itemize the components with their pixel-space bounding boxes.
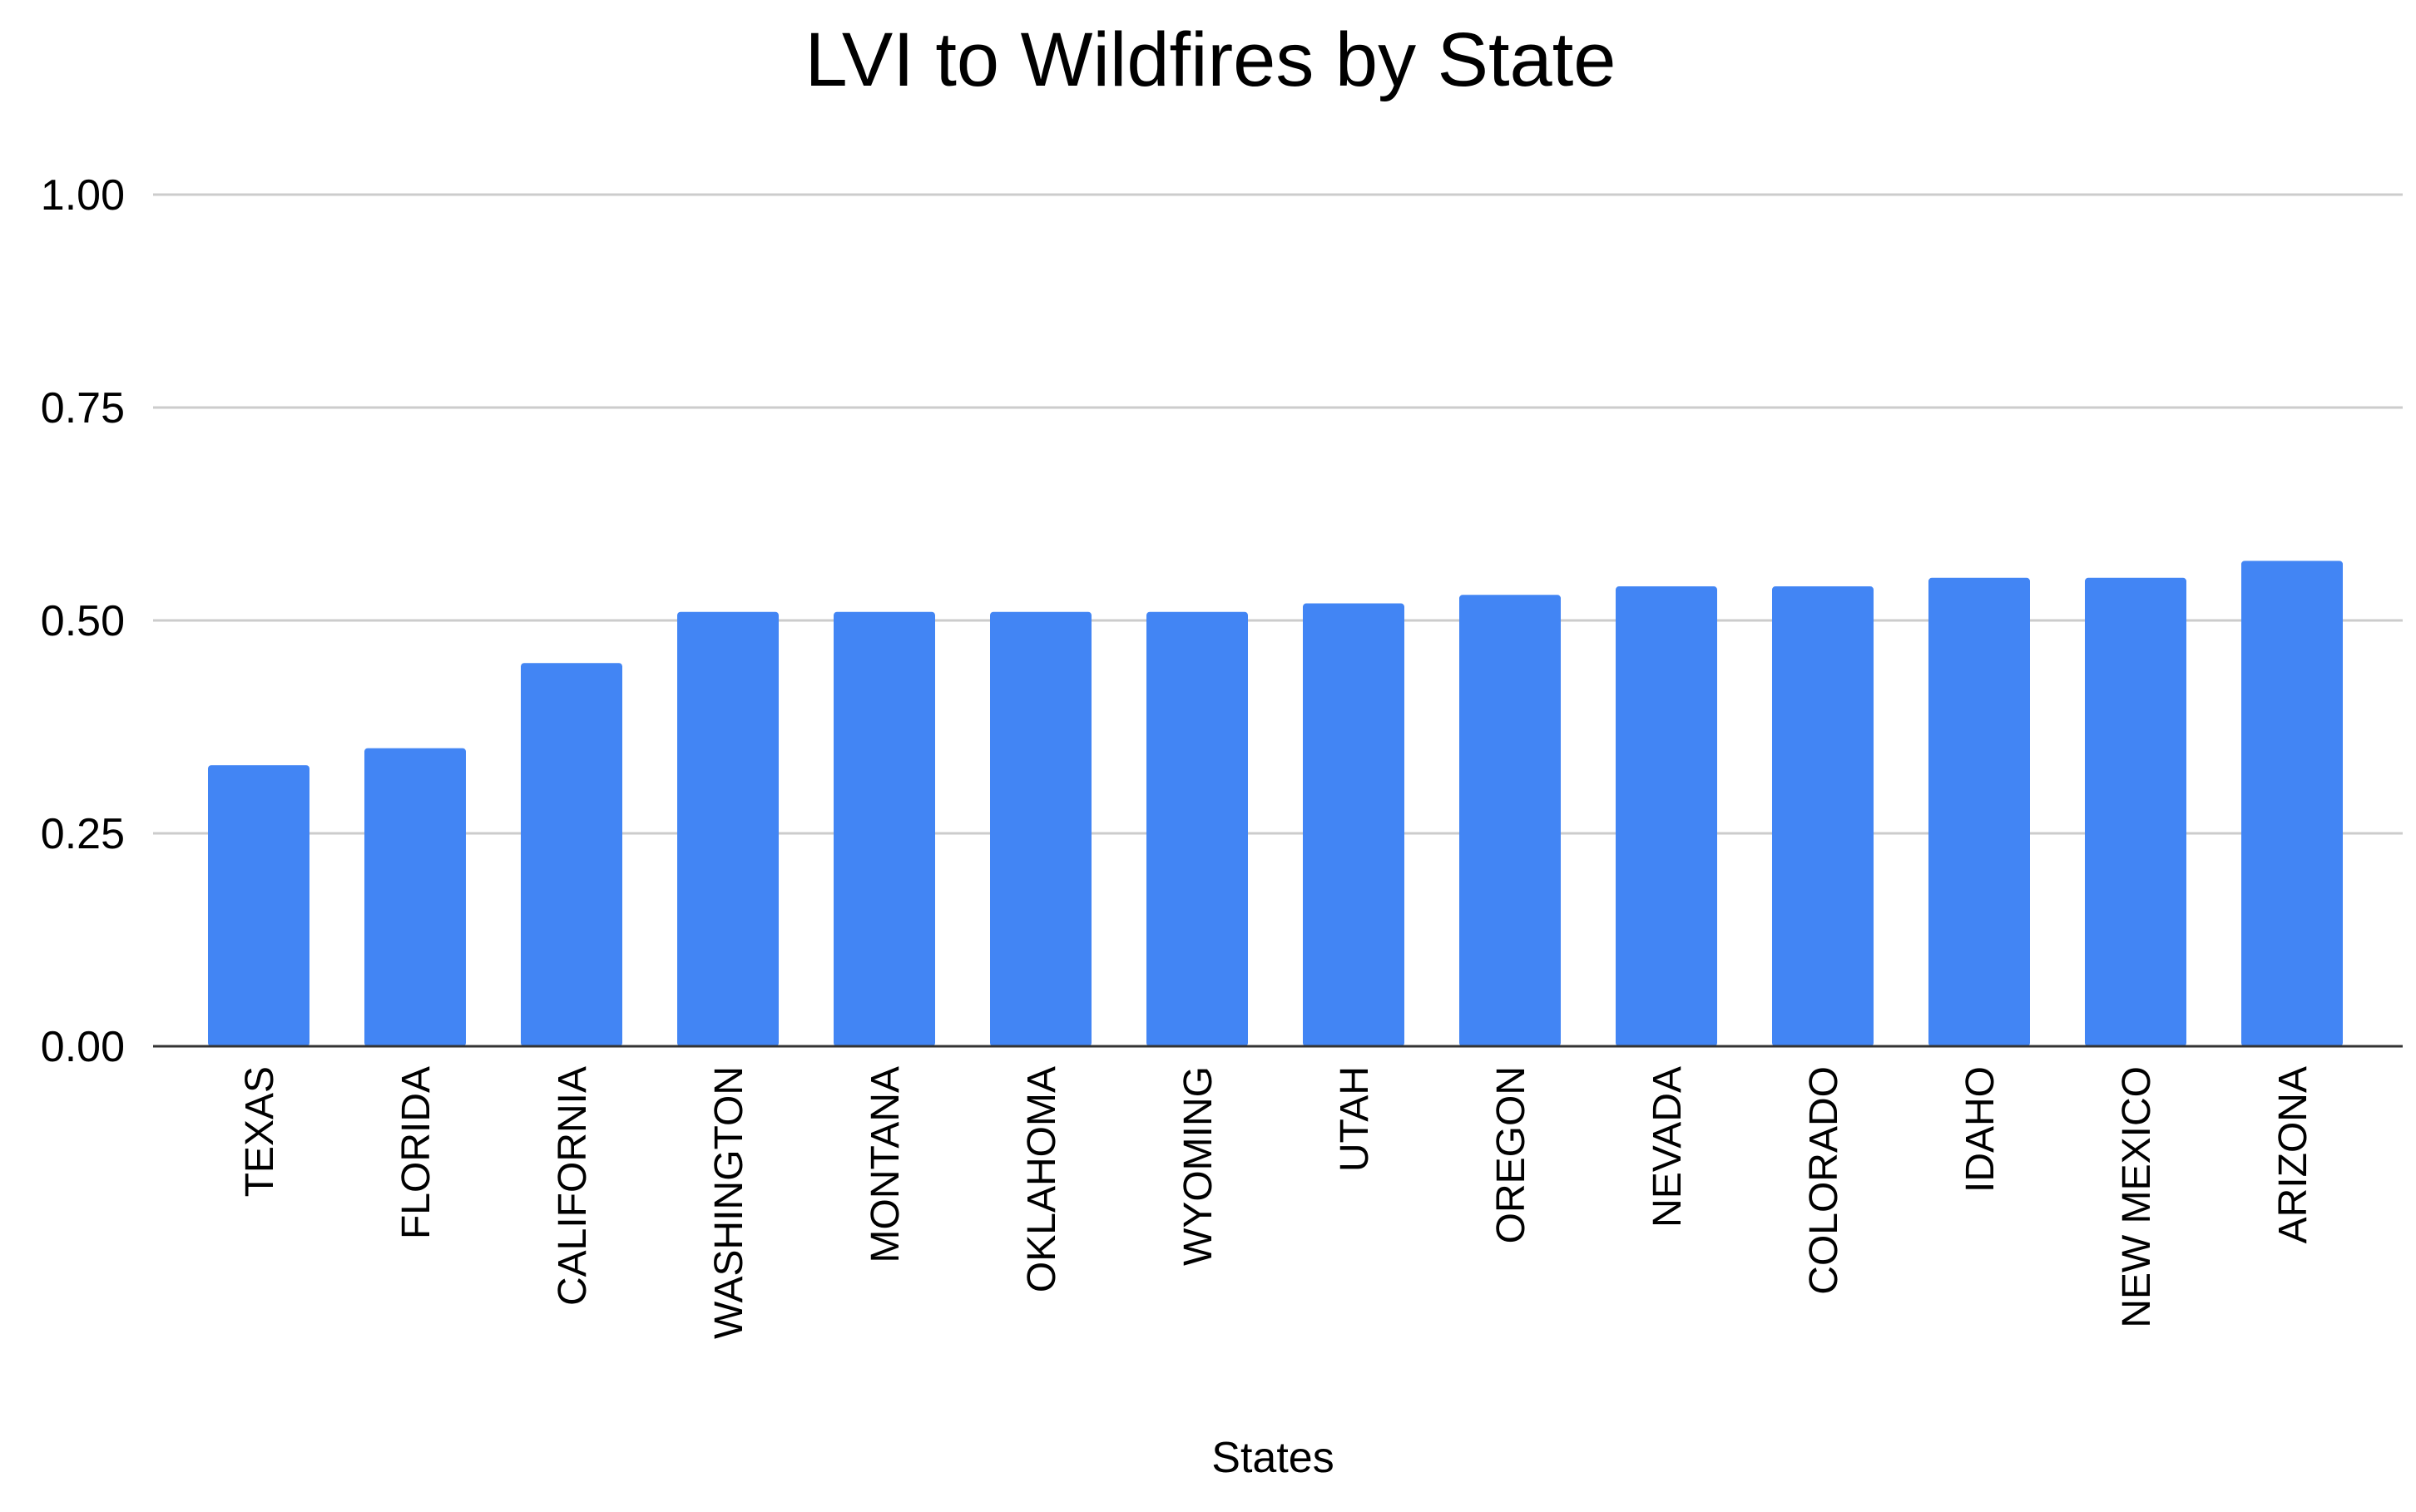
y-tick-label: 0.25: [41, 810, 125, 858]
x-tick-label: OKLAHOMA: [1020, 1066, 1064, 1292]
y-tick-label: 0.75: [41, 384, 125, 432]
bar-idaho: [1928, 577, 2030, 1046]
x-axis-label: States: [1211, 1434, 1334, 1482]
y-tick-label: 0.50: [41, 597, 125, 645]
x-tick-label: WYOMING: [1176, 1066, 1220, 1266]
y-tick-label: 0.00: [41, 1023, 125, 1071]
x-tick-label: COLORADO: [1802, 1066, 1846, 1295]
x-tick-label: CALIFORNIA: [551, 1066, 595, 1306]
bar-washington: [677, 611, 779, 1046]
x-tick-label: IDAHO: [1958, 1066, 2003, 1193]
bar-oregon: [1459, 595, 1561, 1046]
x-tick-label: OREGON: [1489, 1066, 1533, 1243]
x-tick-label: FLORIDA: [394, 1066, 438, 1239]
x-tick-label: NEVADA: [1646, 1066, 1690, 1228]
bar-wyoming: [1146, 611, 1248, 1046]
x-tick-label: TEXAS: [238, 1066, 282, 1197]
x-tick-label: ARIZONA: [2271, 1066, 2315, 1243]
bar-utah: [1303, 603, 1404, 1046]
x-tick-label: UTAH: [1333, 1066, 1377, 1172]
chart-title: LVI to Wildfires by State: [805, 17, 1616, 102]
bar-colorado: [1772, 586, 1874, 1046]
bar-california: [521, 663, 622, 1046]
x-axis-ticks: TEXAS FLORIDA CALIFORNIA WASHINGTON MONTANA O…: [238, 1066, 2315, 1339]
bar-texas: [208, 765, 309, 1046]
x-tick-label: WASHINGTON: [707, 1066, 751, 1339]
bars: [208, 561, 2343, 1046]
x-tick-label: NEW MEXICO: [2115, 1066, 2159, 1328]
bar-nevada: [1616, 586, 1717, 1046]
bar-montana: [834, 611, 935, 1046]
y-tick-label: 1.00: [41, 171, 125, 220]
gridlines: [153, 193, 2403, 835]
bar-arizona: [2241, 561, 2343, 1046]
bar-florida: [364, 748, 466, 1046]
y-axis-ticks: 0.00 0.25 0.50 0.75 1.00: [41, 171, 125, 1071]
bar-new-mexico: [2085, 577, 2186, 1046]
bar-oklahoma: [990, 611, 1092, 1046]
x-tick-label: MONTANA: [864, 1066, 908, 1262]
